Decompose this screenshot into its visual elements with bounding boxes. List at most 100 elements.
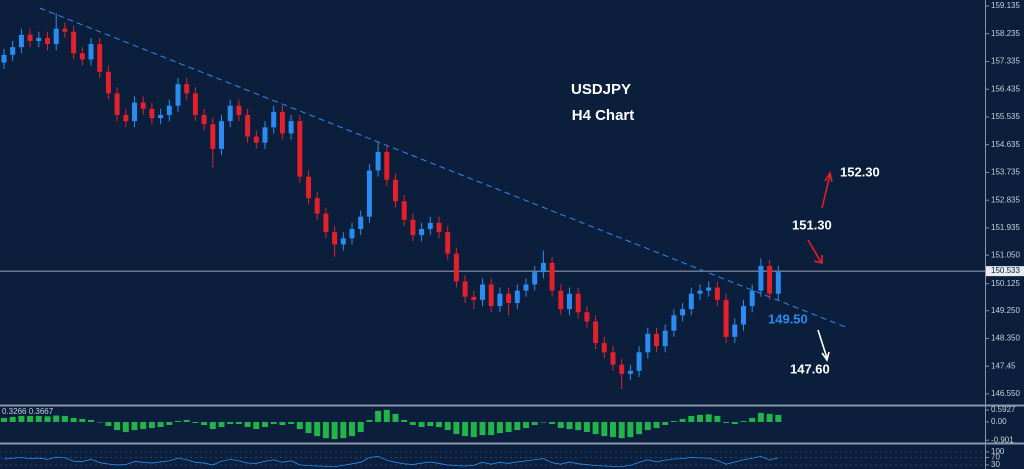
macd-bar [174, 420, 181, 422]
macd-bar [462, 421, 469, 437]
candle-body [445, 232, 451, 254]
candle-body [158, 114, 164, 119]
macd-bar [644, 421, 651, 431]
macd-bar [766, 413, 773, 422]
macd-bar [505, 421, 512, 433]
macd-bar [435, 421, 442, 428]
candle-body [227, 105, 233, 122]
macd-bar [409, 421, 416, 426]
macd-bar [1, 417, 8, 422]
annotation: 147.60 [790, 361, 830, 376]
macd-bar [375, 410, 382, 422]
candle-body [427, 222, 433, 230]
macd-bar [27, 415, 34, 422]
candle-body [401, 201, 407, 220]
candle-body [114, 93, 120, 115]
candle-body [175, 84, 181, 106]
arrow-down [817, 329, 830, 362]
candle-body [305, 176, 311, 199]
macd-bar [731, 421, 738, 424]
candle-body [593, 321, 599, 344]
macd-bar [340, 421, 347, 439]
macd-bar [618, 421, 625, 439]
candle-body [645, 333, 651, 353]
macd-bar [261, 421, 268, 428]
macd-bar [88, 419, 95, 422]
candle-body [366, 170, 372, 217]
y-tick-label: 150.125 [991, 279, 1020, 288]
macd-bar [122, 421, 129, 433]
chart-subtitle: H4 Chart [572, 107, 635, 124]
macd-bar [314, 421, 321, 437]
macd-bar [79, 418, 86, 422]
candle-body [767, 265, 773, 294]
macd-bar [366, 419, 373, 422]
candle-body [340, 238, 346, 245]
candle-body [558, 290, 564, 310]
macd-bar [227, 421, 234, 424]
macd-bar [279, 421, 286, 426]
candle-body [262, 127, 268, 143]
candle-body [140, 102, 146, 109]
candle-body [1, 54, 7, 63]
last-price-box [986, 266, 1024, 277]
macd-bar [201, 421, 208, 426]
macd-bar [61, 415, 68, 422]
macd-bar [583, 421, 590, 433]
macd-bar [679, 418, 686, 422]
macd-bar [305, 421, 312, 434]
candle-body [506, 293, 512, 303]
candle-body [627, 370, 633, 374]
macd-bar [296, 421, 303, 430]
y-tick-label: 147.45 [991, 361, 1016, 370]
macd-bar [418, 421, 425, 428]
macd-bar [131, 421, 138, 431]
macd-bar [653, 421, 660, 429]
candle-body [662, 330, 668, 347]
candle-body [349, 229, 355, 239]
macd-bar [540, 421, 547, 423]
candle-body [166, 105, 172, 115]
candle-body [88, 44, 94, 60]
candle-body [53, 28, 59, 45]
macd-bar [357, 421, 364, 433]
candle-body [532, 272, 538, 285]
macd-bar [192, 421, 199, 423]
candle-body [566, 293, 572, 310]
candle-body [619, 364, 625, 374]
y-tick-label: -0.901 [991, 435, 1014, 444]
macd-bar [522, 421, 529, 429]
macd-bar [44, 416, 51, 422]
macd-bar [714, 415, 721, 422]
macd-bar [557, 421, 564, 429]
y-tick-label: 154.635 [991, 140, 1020, 149]
y-tick-label: 148.350 [991, 334, 1020, 343]
candle-body [575, 293, 581, 313]
macd-bar [696, 414, 703, 422]
macd-bar [235, 421, 242, 424]
candle-body [688, 293, 694, 310]
y-tick-label: 151.050 [991, 250, 1020, 259]
macd-bar [392, 413, 399, 422]
y-tick-label: 0.5927 [991, 405, 1016, 414]
candle-body [323, 213, 329, 233]
candle-body [132, 102, 138, 122]
macd-bar [96, 421, 103, 423]
macd-bar [775, 414, 782, 422]
candle-body [462, 281, 468, 297]
candle-body [714, 287, 720, 300]
arrow-up [821, 170, 833, 209]
macd-bar [105, 421, 112, 427]
macd-bar [662, 421, 669, 426]
candle-body [62, 28, 68, 32]
y-tick-label: 155.535 [991, 112, 1020, 121]
macd-bar [70, 417, 77, 422]
macd-bar [592, 421, 599, 435]
y-tick-label: 70 [991, 453, 1000, 462]
candle-body [549, 262, 555, 291]
last-price-label: 150.533 [991, 266, 1020, 275]
macd-bar [18, 415, 25, 422]
candle-body [479, 284, 485, 300]
